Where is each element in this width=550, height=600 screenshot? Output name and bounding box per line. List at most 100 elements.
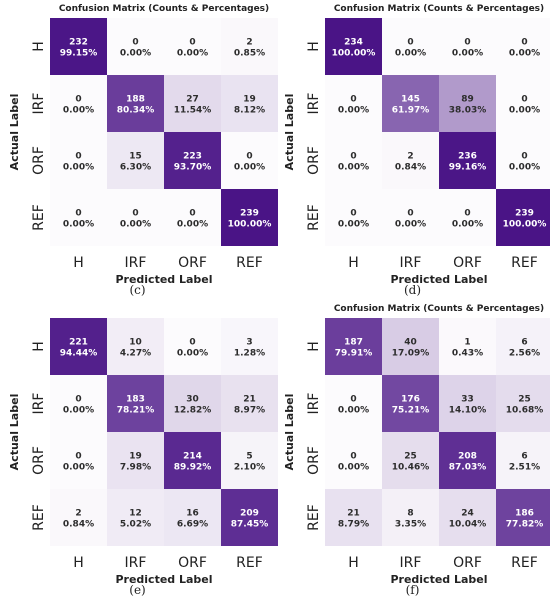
- cell-count-label: 214: [183, 452, 202, 462]
- heatmap-cell: [107, 375, 164, 432]
- cell-count-label: 0: [521, 152, 527, 162]
- heatmap-cell: [164, 318, 221, 375]
- cell-count-label: 232: [69, 38, 88, 48]
- cell-count-label: 0: [189, 38, 195, 48]
- cell-count-label: 0: [521, 38, 527, 48]
- heatmap-cell: [496, 375, 550, 432]
- heatmap-cell: [164, 132, 221, 189]
- cell-percentage-label: 94.44%: [60, 349, 98, 359]
- heatmap-cell: [439, 189, 496, 246]
- heatmap-cell: [164, 375, 221, 432]
- heatmap-cell: [50, 189, 107, 246]
- heatmap-cell: [496, 489, 550, 546]
- cell-count-label: 0: [350, 95, 356, 105]
- y-tick-label: REF: [306, 204, 322, 231]
- cell-percentage-label: 78.21%: [117, 406, 155, 416]
- cell-count-label: 12: [129, 509, 142, 519]
- cell-percentage-label: 0.00%: [338, 463, 369, 473]
- heatmap-cell: [382, 18, 439, 75]
- cell-count-label: 0: [189, 338, 195, 348]
- panel-e: 221 94.44% 10 4.27% 0 0.00% 3 1.28% 0 0.00% 183 78.…: [5, 300, 278, 600]
- heatmap-cell: [50, 318, 107, 375]
- caption-e: (e): [129, 583, 146, 597]
- heatmap-cell: [50, 432, 107, 489]
- cell-percentage-label: 10.04%: [449, 520, 487, 530]
- heatmap-cell: [50, 375, 107, 432]
- cell-percentage-label: 93.70%: [174, 163, 212, 173]
- y-tick-label: IRF: [306, 93, 322, 115]
- heatmap-cell: [221, 489, 278, 546]
- chart-title: Confusion Matrix (Counts & Percentages): [334, 4, 544, 14]
- cell-count-label: 0: [75, 152, 81, 162]
- chart-title: Confusion Matrix (Counts & Percentages): [334, 304, 544, 314]
- cell-percentage-label: 0.00%: [63, 406, 94, 416]
- y-tick-label: REF: [31, 204, 47, 231]
- cell-count-label: 236: [458, 152, 477, 162]
- cell-count-label: 6: [521, 452, 527, 462]
- x-tick-label: REF: [236, 255, 263, 271]
- cell-count-label: 186: [515, 509, 534, 519]
- y-tick-label: IRF: [306, 393, 322, 415]
- panel-d: Confusion Matrix (Counts & Percentages) 2…: [280, 0, 550, 300]
- x-tick-label: ORF: [453, 255, 482, 271]
- cell-percentage-label: 0.00%: [177, 349, 208, 359]
- cell-percentage-label: 0.00%: [120, 220, 151, 230]
- cell-percentage-label: 100.00%: [503, 220, 547, 230]
- cell-count-label: 0: [189, 209, 195, 219]
- heatmap-cell: [164, 489, 221, 546]
- cell-count-label: 25: [518, 395, 531, 405]
- heatmap-cell: [496, 18, 550, 75]
- cell-count-label: 10: [129, 338, 142, 348]
- y-tick-label: H: [306, 41, 322, 52]
- heatmap-cell: [221, 189, 278, 246]
- cell-count-label: 0: [132, 209, 138, 219]
- cell-percentage-label: 2.56%: [509, 349, 540, 359]
- heatmap-cell: [107, 132, 164, 189]
- cell-count-label: 0: [350, 209, 356, 219]
- heatmap-cell: [382, 375, 439, 432]
- cell-percentage-label: 1.28%: [234, 349, 265, 359]
- heatmap-cell: [439, 318, 496, 375]
- cell-count-label: 0: [407, 209, 413, 219]
- cell-percentage-label: 0.00%: [234, 163, 265, 173]
- cell-count-label: 16: [186, 509, 199, 519]
- cell-percentage-label: 2.51%: [509, 463, 540, 473]
- cell-count-label: 1: [464, 338, 470, 348]
- x-axis-label: Predicted Label: [390, 273, 487, 286]
- heatmap-cell: [325, 189, 382, 246]
- cell-count-label: 0: [350, 152, 356, 162]
- heatmap-cell: [382, 189, 439, 246]
- heatmap-cell: [325, 75, 382, 132]
- x-tick-label: H: [348, 255, 359, 271]
- cell-percentage-label: 7.98%: [120, 463, 151, 473]
- y-tick-label: IRF: [31, 393, 47, 415]
- caption-d: (d): [403, 283, 422, 297]
- cell-percentage-label: 0.84%: [395, 163, 426, 173]
- heatmap-cell: [325, 18, 382, 75]
- caption-c: (c): [129, 283, 146, 297]
- cell-percentage-label: 89.92%: [174, 463, 212, 473]
- y-tick-label: ORF: [306, 146, 322, 175]
- cell-count-label: 223: [183, 152, 202, 162]
- cell-percentage-label: 61.97%: [392, 106, 430, 116]
- heatmap-cell: [382, 489, 439, 546]
- cell-percentage-label: 0.00%: [395, 220, 426, 230]
- cell-count-label: 33: [461, 395, 474, 405]
- heatmap-cell: [382, 318, 439, 375]
- cell-count-label: 0: [521, 95, 527, 105]
- cell-percentage-label: 0.00%: [338, 406, 369, 416]
- x-axis-label: Predicted Label: [115, 573, 212, 586]
- cell-count-label: 239: [240, 209, 259, 219]
- heatmap-cell: [164, 18, 221, 75]
- heatmap-cell: [50, 489, 107, 546]
- x-tick-label: IRF: [400, 255, 422, 271]
- cell-count-label: 183: [126, 395, 145, 405]
- cell-percentage-label: 100.00%: [228, 220, 272, 230]
- cell-percentage-label: 0.84%: [63, 520, 94, 530]
- heatmap-cell: [221, 18, 278, 75]
- cell-percentage-label: 0.00%: [452, 49, 483, 59]
- x-tick-label: H: [348, 555, 359, 571]
- cell-count-label: 21: [347, 509, 360, 519]
- cell-count-label: 27: [186, 95, 199, 105]
- cell-percentage-label: 6.69%: [177, 520, 208, 530]
